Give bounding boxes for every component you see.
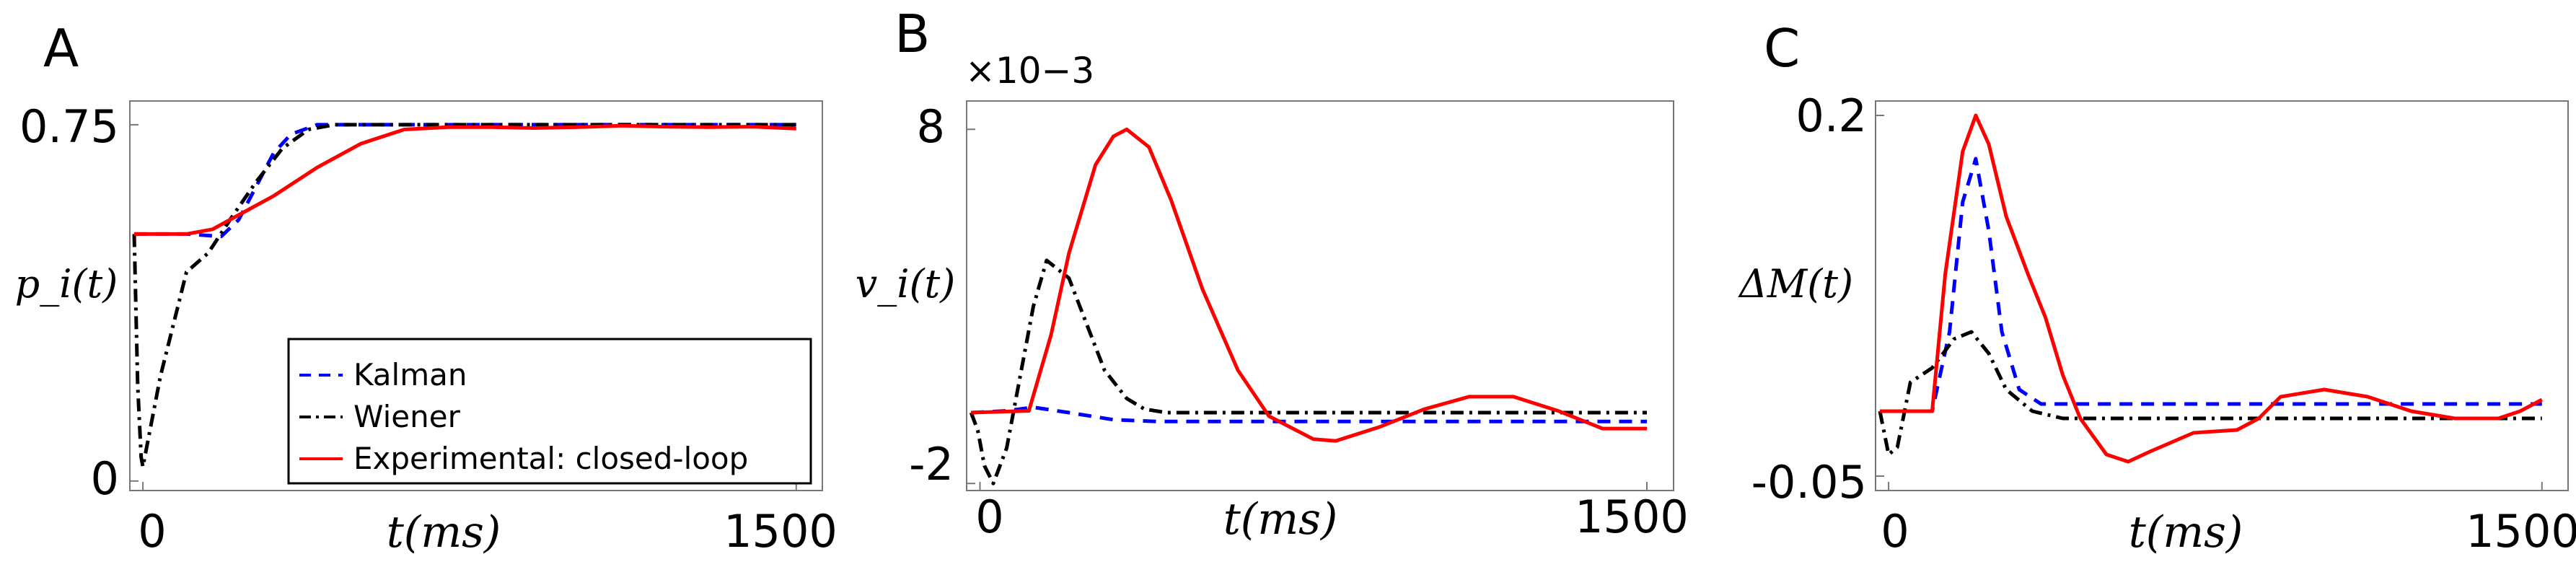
- y-tick-label-bottom: 0: [91, 452, 119, 505]
- panel-a: A 0.75 0 0 1500 t(ms) p_i(t) Kalman Wien…: [15, 18, 838, 558]
- x-tick-label-left: 0: [975, 491, 1003, 543]
- x-axis-label: t(ms): [1223, 494, 1338, 545]
- y-tick-label-top: 0.2: [1795, 89, 1867, 142]
- plot-frame: [1875, 100, 2569, 491]
- series-line-experimental: [971, 127, 1647, 443]
- x-tick-label-left: 0: [1881, 505, 1909, 558]
- legend-entry-experimental: Experimental: closed-loop: [353, 441, 748, 476]
- x-tick-label-right: 1500: [1575, 491, 1689, 543]
- x-tick-label-right: 1500: [724, 505, 838, 558]
- y-tick-label-top: 8: [917, 100, 945, 153]
- x-axis-label: t(ms): [387, 507, 501, 558]
- panel-label: C: [1764, 18, 1800, 79]
- series-line-experimental: [134, 123, 796, 236]
- y-axis-label: ΔM(t): [1738, 261, 1853, 307]
- x-tick-label-right: 1500: [2466, 505, 2576, 558]
- x-tick-label-left: 0: [138, 505, 166, 558]
- series-group: [132, 123, 796, 469]
- y-exponent-label: ×10−3: [965, 50, 1094, 92]
- series-group: [1878, 113, 2543, 464]
- series-line-kalman: [1880, 157, 2542, 413]
- plot-frame: [966, 100, 1674, 491]
- x-axis-label: t(ms): [2129, 507, 2243, 558]
- legend-box: [287, 338, 812, 485]
- panel-label: A: [43, 18, 79, 79]
- series-group: [969, 127, 1647, 485]
- series-line-wiener: [969, 258, 1647, 485]
- y-tick-label-bottom: -0.05: [1751, 456, 1867, 509]
- panel-b: B ×10−3 8 -2 0 1500 t(ms) v_i(t): [856, 4, 1689, 545]
- panel-c: C 0.2 -0.05 0 1500 t(ms) ΔM(t): [1738, 18, 2576, 558]
- legend-entry-wiener: Wiener: [353, 399, 461, 434]
- legend: Kalman Wiener Experimental: closed-loop: [287, 338, 812, 485]
- series-line-kalman: [971, 405, 1647, 423]
- series-line-wiener: [132, 123, 796, 469]
- y-axis-label: v_i(t): [856, 261, 956, 307]
- legend-entry-kalman: Kalman: [353, 357, 467, 392]
- axis-ticks: [967, 128, 1648, 491]
- y-tick-label-bottom: -2: [909, 438, 954, 491]
- panel-label: B: [894, 4, 930, 64]
- series-line-wiener: [1878, 330, 2542, 457]
- series-line-kalman: [134, 123, 796, 239]
- y-tick-label-top: 0.75: [19, 100, 119, 153]
- axis-ticks: [1876, 115, 2543, 491]
- series-line-experimental: [1880, 113, 2543, 464]
- y-axis-label: p_i(t): [15, 261, 118, 307]
